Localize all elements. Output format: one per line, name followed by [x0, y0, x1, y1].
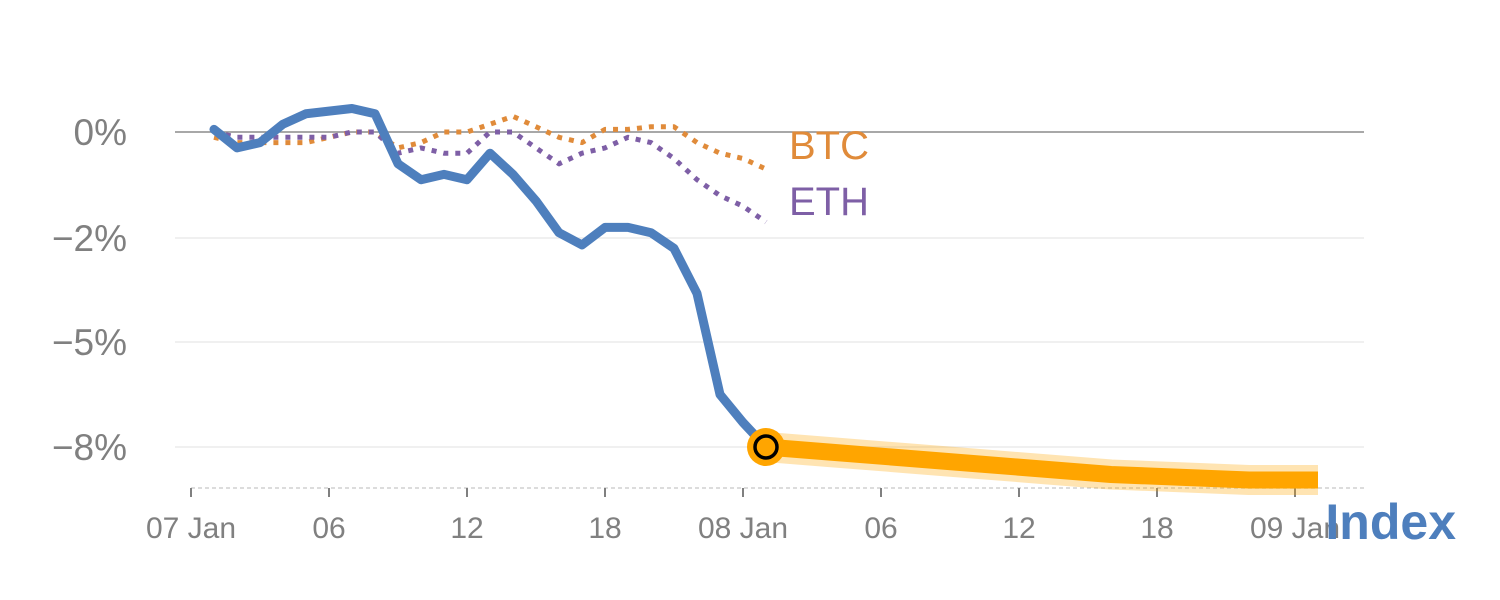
x-tick-label: 18	[588, 512, 621, 545]
forecast-line	[765, 438, 1318, 489]
x-tick-label: 12	[450, 512, 483, 545]
markers	[747, 428, 785, 466]
y-tick-label: −2%	[52, 218, 127, 259]
y-axis: 0% −2% −5% −8%	[52, 112, 127, 468]
btc-label: BTC	[789, 124, 869, 168]
series-line-btc	[213, 113, 768, 172]
series-labels: BTC ETH Index	[789, 124, 1456, 550]
y-tick-label: −5%	[52, 322, 127, 363]
x-axis: 07 Jan 06 12 18 08 Jan 06 12 18 09 Jan	[146, 487, 1364, 545]
x-tick-label: 18	[1140, 512, 1173, 545]
y-tick-label: −8%	[52, 427, 127, 468]
x-tick-label: 08 Jan	[698, 512, 788, 545]
last-point-marker	[753, 434, 779, 460]
x-tick-label: 06	[312, 512, 345, 545]
series	[209, 104, 771, 452]
x-tick-label: 06	[864, 512, 897, 545]
series-line-eth	[213, 129, 768, 225]
series-line-index	[209, 104, 771, 452]
index-label: Index	[1325, 494, 1456, 550]
y-tick-label: 0%	[74, 112, 127, 153]
gridlines	[175, 131, 1364, 448]
x-tick-label: 07 Jan	[146, 512, 236, 545]
eth-label: ETH	[789, 180, 869, 224]
x-tick-label: 12	[1002, 512, 1035, 545]
forecast	[764, 432, 1318, 495]
x-tick-label: 09 Jan	[1250, 512, 1340, 545]
